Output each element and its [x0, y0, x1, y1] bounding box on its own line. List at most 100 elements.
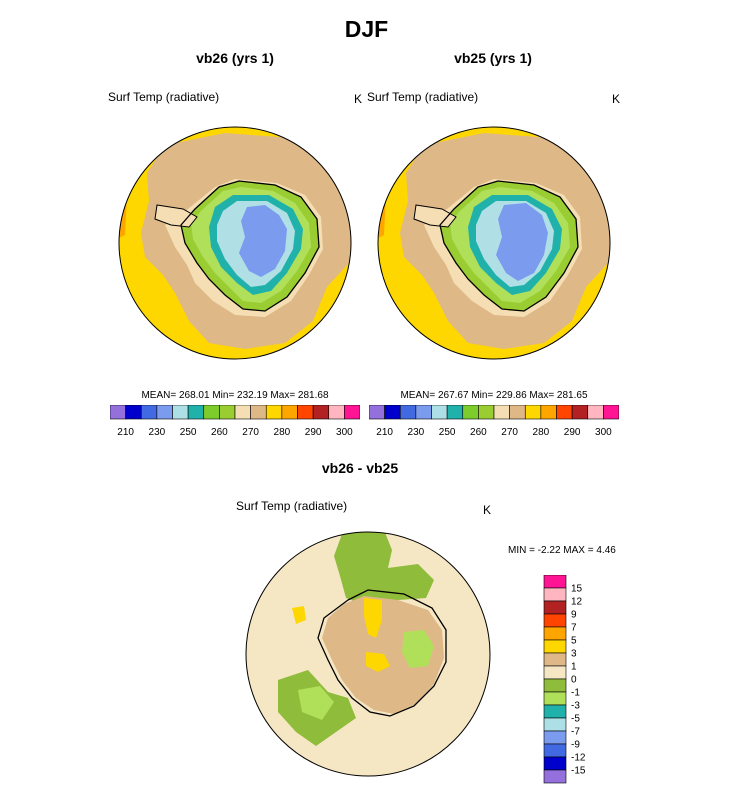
diff-colorbar-box [543, 639, 567, 654]
panel2-colorbar-tick-label: 250 [439, 427, 456, 438]
panel2-colorbar-box [369, 405, 385, 420]
panel2-ice-blue [496, 203, 548, 281]
diff-stats: MIN = -2.22 MAX = 4.46 [508, 545, 616, 556]
diff-colorbar-box [543, 756, 567, 771]
panel2-colorbar-box [540, 405, 557, 420]
panel2-colorbar-box [399, 405, 417, 420]
diff-colorbar-label: 15 [571, 584, 583, 595]
diff-colorbar-label: -3 [571, 701, 580, 712]
diff-colorbar-box [543, 691, 567, 706]
panel1-colorbar-box [219, 405, 236, 420]
panel1-map-border [118, 126, 352, 360]
panel2-colorbar-box [556, 405, 573, 420]
panel2-colorbar-tick-label: 290 [564, 427, 581, 438]
panel2-peninsula [413, 204, 457, 228]
panel1-colorbar-box [187, 405, 205, 420]
panel2-colorbar-box [587, 405, 604, 420]
diff-lightgreen-bottom [298, 686, 334, 720]
panel2-colorbar-box [493, 405, 510, 420]
panel1-coastline [180, 180, 320, 312]
panel1-colorbar-box [344, 405, 360, 420]
panel2-title: vb25 (yrs 1) [454, 50, 532, 66]
panel2-colorbar-box [603, 405, 619, 420]
panel1-units-label: K [354, 92, 363, 106]
diff-colorbar-box [543, 704, 567, 719]
panel1-colorbar-box [140, 405, 158, 420]
panel1-colorbar-box [172, 405, 189, 420]
panel1-colorbar-tick-label: 250 [180, 427, 197, 438]
panel1-colorbar-tick-label: 210 [117, 427, 134, 438]
diff-colorbar-label: -15 [571, 766, 586, 777]
panel2-colorbar-tick-label: 260 [470, 427, 487, 438]
panel2-colorbar-tick-label: 210 [376, 427, 393, 438]
diff-variable-label: Surf Temp (radiative) [236, 499, 348, 513]
panel2-coastline [439, 180, 579, 312]
panel1-colorbar-tick-label: 300 [336, 427, 353, 438]
diff-colorbar-label: 7 [571, 623, 577, 634]
panel2-colorbar-tick-label: 270 [501, 427, 518, 438]
diff-colorbar-label: 12 [571, 597, 583, 608]
figure-title: DJF [344, 16, 389, 42]
panel2-colorbar-box [446, 405, 464, 420]
panel2-variable-label: Surf Temp (radiative) [367, 90, 479, 104]
panel2-colorbar-box [509, 405, 526, 420]
panel2-colorbar-box [462, 405, 479, 420]
diff-colorbar-label: 3 [571, 649, 577, 660]
panel1-colorbar-box [297, 405, 314, 420]
diff-colorbar-label: 9 [571, 610, 577, 621]
diff-colorbar-box [543, 613, 567, 628]
panel1-stats: MEAN= 268.01 Min= 232.19 Max= 281.68 [141, 390, 329, 401]
diff-colorbar: 15 12 9 7 5 3 1 0 -1 -3 -5 -7 -9 -12 -15 [543, 575, 586, 784]
diff-yellow-north [364, 598, 382, 638]
panel1-map [118, 126, 352, 360]
diff-colorbar-label: -7 [571, 727, 580, 738]
panel1-colorbar-box [156, 405, 173, 420]
diff-title: vb26 - vb25 [321, 460, 399, 476]
diff-colorbar-label: 5 [571, 636, 577, 647]
diff-map [245, 531, 491, 777]
diff-colorbar-label: 1 [571, 662, 577, 673]
diff-colorbar-label: -5 [571, 714, 580, 725]
panel1-colorbar-tick-label: 290 [305, 427, 322, 438]
panel2-colorbar-tick-label: 300 [595, 427, 612, 438]
panel2-colorbar-box [384, 405, 401, 420]
panel2-colorbar-box [571, 405, 589, 420]
diff-map-border [245, 531, 491, 777]
panel1-colorbar-tick-label: 270 [242, 427, 259, 438]
panel1-colorbar-box [265, 405, 283, 420]
panel1-colorbar-tick-label: 280 [274, 427, 291, 438]
diff-yellow-peninsula [292, 606, 306, 624]
panel1-colorbar-box [328, 405, 345, 420]
panel1-colorbar-box [250, 405, 267, 420]
panel2-colorbar: 210 230 250 260 270 280 290 300 [369, 405, 619, 438]
diff-colorbar-box [543, 600, 567, 615]
diff-colorbar-box [543, 717, 567, 732]
diff-colorbar-box [543, 575, 567, 589]
diff-colorbar-box [543, 769, 567, 784]
panel1-colorbar-box [125, 405, 142, 420]
diff-colorbar-box [543, 730, 567, 745]
panel1-colorbar-tick-label: 230 [149, 427, 166, 438]
diff-units-label: K [483, 503, 492, 517]
panel2-units-label: K [612, 92, 621, 106]
panel1-colorbar-box [110, 405, 126, 420]
diff-green-top [334, 532, 434, 606]
panel1-colorbar-box [203, 405, 220, 420]
panel1-colorbar-box [312, 405, 330, 420]
panel1-colorbar-box [281, 405, 298, 420]
diff-colorbar-box [543, 678, 567, 693]
panel2-stats: MEAN= 267.67 Min= 229.86 Max= 281.65 [400, 390, 588, 401]
panel2-colorbar-box [415, 405, 432, 420]
diff-colorbar-box [543, 652, 567, 667]
panel1-colorbar-box [234, 405, 251, 420]
diff-coastline [317, 589, 447, 717]
panel2-colorbar-box [524, 405, 542, 420]
panel1-title: vb26 (yrs 1) [196, 50, 274, 66]
diff-colorbar-box [543, 743, 567, 758]
panel2-colorbar-tick-label: 280 [533, 427, 550, 438]
panel2-colorbar-tick-label: 230 [408, 427, 425, 438]
diff-colorbar-box [543, 665, 567, 680]
diff-colorbar-label: 0 [571, 675, 577, 686]
panel2-map-border [377, 126, 611, 360]
panel1-colorbar: 210 230 250 260 270 280 290 300 [110, 405, 360, 438]
